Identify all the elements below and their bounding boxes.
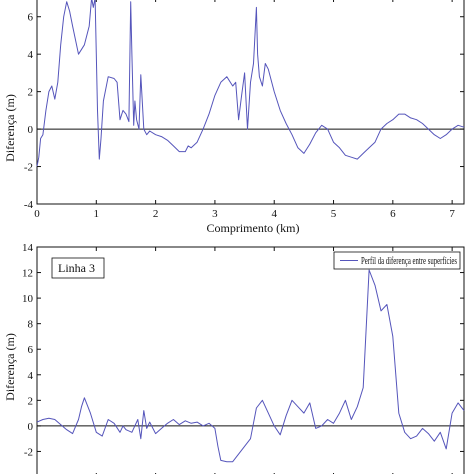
top-x-axis: 0 1 2 3 4 5 6 7	[34, 0, 455, 220]
bottom-y-tick-label: 10	[22, 293, 34, 305]
bottom-y-axis-label: Diferença (m)	[3, 333, 17, 401]
top-y-tick-label: 0	[28, 124, 34, 136]
bottom-y-tick-label: 8	[28, 319, 34, 331]
top-chart: -4 -2 0 2 4 6 0 1 2 3 4 5 6 7 Diferença (m) Comprime…	[3, 0, 465, 235]
top-x-axis-label: Comprimento (km)	[207, 221, 300, 235]
legend-entry-label: Perfil da diferença entre superfícies	[361, 256, 457, 267]
bottom-y-tick-label: 12	[22, 268, 33, 280]
top-x-tick-label: 7	[449, 208, 455, 220]
bottom-y-tick-label: 4	[28, 370, 34, 382]
top-x-tick-label: 4	[271, 208, 277, 220]
bottom-chart: -2 0 2 4 6 8 10 12 14 Diferença (m) Linha 3 Perf…	[3, 242, 465, 474]
bottom-y-axis: -2 0 2 4 6 8 10 12 14	[22, 242, 464, 458]
top-x-tick-label: 5	[331, 208, 337, 220]
top-x-tick-label: 0	[34, 208, 40, 220]
top-x-tick-label: 2	[153, 208, 159, 220]
bottom-y-tick-label: 14	[22, 242, 34, 254]
legend-box	[333, 251, 461, 270]
bottom-series-line	[36, 269, 465, 463]
panel-label: Linha 3	[58, 261, 95, 275]
bottom-y-tick-label: 6	[28, 344, 34, 356]
panel-label-box	[51, 257, 105, 279]
top-series-line	[36, 0, 465, 167]
legend: Perfil da diferença entre superfícies	[333, 251, 461, 270]
top-x-tick-label: 3	[212, 208, 218, 220]
top-y-tick-label: -2	[24, 162, 33, 174]
top-x-tick-label: 1	[94, 208, 100, 220]
bottom-x-axis	[36, 247, 453, 474]
top-y-tick-label: 2	[28, 87, 34, 99]
bottom-y-tick-label: -2	[24, 446, 33, 458]
bottom-y-tick-label: 2	[28, 395, 34, 407]
top-y-axis: -4 -2 0 2 4 6	[24, 12, 464, 211]
top-y-axis-label: Diferença (m)	[3, 94, 17, 162]
top-y-tick-label: -4	[24, 199, 34, 211]
top-y-tick-label: 6	[28, 12, 34, 24]
top-x-tick-label: 6	[390, 208, 396, 220]
top-plot-frame	[36, 0, 465, 205]
top-y-tick-label: 4	[28, 49, 34, 61]
bottom-y-tick-label: 0	[28, 421, 34, 433]
bottom-plot-frame	[36, 246, 465, 474]
